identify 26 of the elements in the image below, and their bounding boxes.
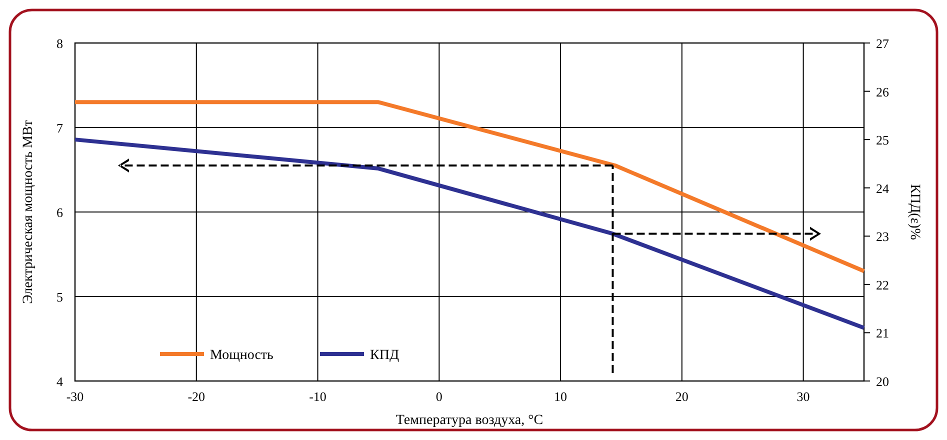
line-series	[73, 138, 866, 330]
x-tick-label: 10	[554, 389, 568, 404]
x-tick-label: -30	[66, 389, 84, 404]
y2-tick-label: 24	[876, 180, 890, 196]
y2-tick-label: 26	[876, 84, 890, 100]
x-tick-label: -10	[309, 389, 326, 404]
y-axis-title: Электрическая мощность МВт	[21, 120, 36, 304]
y-tick-label: 8	[56, 36, 63, 51]
x-tick-label: 30	[796, 389, 810, 404]
x-tick-label: -20	[188, 389, 206, 404]
y2-axis-title: КПД(ε)%	[907, 184, 922, 240]
x-tick-label: 20	[675, 389, 688, 404]
y2-tick-label: 21	[876, 326, 889, 341]
y2-tick-label: 25	[876, 132, 889, 148]
y2-tick-label: 27	[876, 36, 890, 51]
y2-tick-label: 23	[876, 229, 889, 244]
y2-tick-label: 22	[876, 277, 889, 292]
legend-label: Мощность	[210, 348, 274, 363]
legend-label: КПД	[370, 348, 400, 363]
y-tick-label: 6	[56, 205, 64, 220]
y-tick-label: 5	[56, 290, 63, 304]
x-axis-title: Температура воздуха, °С	[396, 413, 544, 428]
y2-tick-label: 20	[876, 374, 889, 389]
x-tick-label: 0	[436, 389, 442, 404]
y-tick-label: 4	[56, 374, 64, 389]
y-tick-label: 7	[56, 120, 64, 136]
